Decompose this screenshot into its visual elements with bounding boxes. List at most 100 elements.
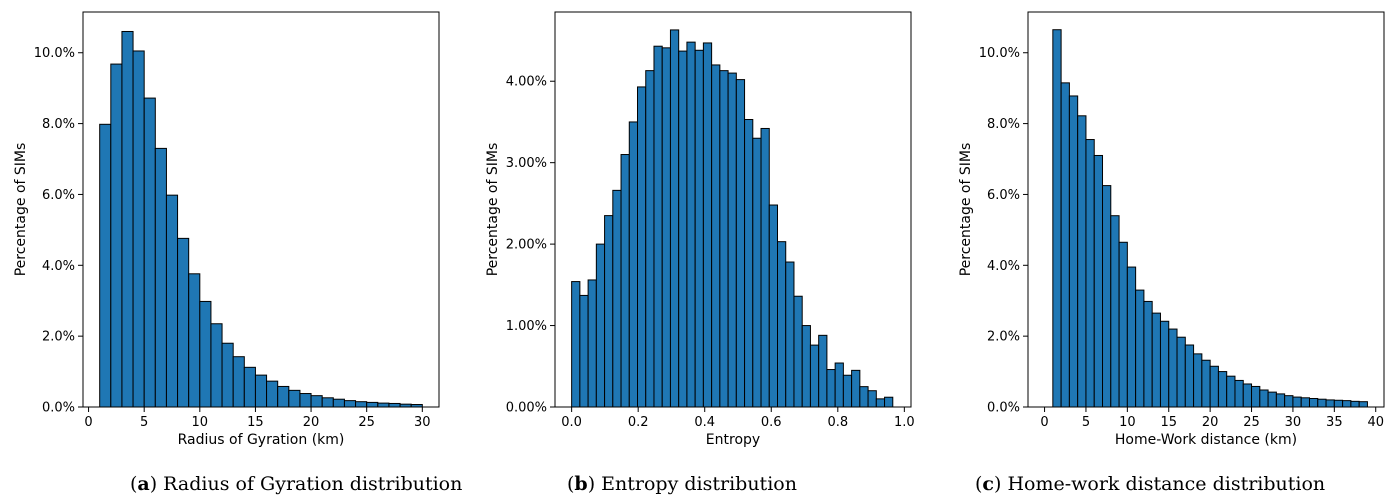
histogram-bar bbox=[859, 386, 869, 408]
histogram-bar bbox=[628, 121, 639, 408]
x-tick-label: 10 bbox=[192, 415, 209, 430]
histogram-bar bbox=[1193, 353, 1203, 408]
y-axis-label: Percentage of SIMs bbox=[13, 143, 29, 277]
y-tick-label: 0.0% bbox=[987, 401, 1020, 416]
axes-frame bbox=[82, 11, 440, 408]
histogram-bar bbox=[221, 342, 234, 408]
x-tick-label: 0.4 bbox=[694, 415, 715, 430]
histogram-bar bbox=[310, 395, 323, 408]
histogram-bar bbox=[1267, 391, 1277, 408]
histogram-bar bbox=[210, 323, 223, 408]
histogram-bar bbox=[1325, 399, 1335, 408]
panel-caption-text: ) Entropy distribution bbox=[588, 473, 797, 495]
histogram-bar bbox=[1292, 396, 1302, 408]
histogram-bar bbox=[595, 243, 606, 408]
x-tick-label: 0.0 bbox=[561, 415, 582, 430]
histogram-bar bbox=[669, 29, 680, 408]
histogram-bar bbox=[1118, 241, 1128, 408]
panel-caption: (c) Home-work distance distribution bbox=[975, 473, 1325, 495]
histogram-bar bbox=[571, 281, 581, 408]
x-tick-label: 1.0 bbox=[894, 415, 915, 430]
axes-frame bbox=[554, 11, 912, 408]
histogram-bar bbox=[1300, 397, 1310, 408]
panel-caption-text: ) Home-work distance distribution bbox=[994, 473, 1325, 495]
x-axis-label: Home-Work distance (km) bbox=[1115, 432, 1297, 448]
histogram-bar bbox=[343, 400, 357, 408]
histogram-bar bbox=[678, 50, 688, 408]
histogram-bar bbox=[604, 215, 614, 408]
x-tick-label: 20 bbox=[1202, 415, 1219, 430]
y-tick-label: 6.0% bbox=[42, 188, 75, 203]
x-tick-label: 15 bbox=[1160, 415, 1177, 430]
panel-caption-letter: c bbox=[982, 473, 994, 495]
axes-frame bbox=[1027, 11, 1385, 408]
histogram-bar bbox=[1201, 359, 1211, 408]
y-axis-label: Percentage of SIMs bbox=[485, 143, 501, 277]
histogram-bar bbox=[288, 389, 301, 408]
histogram-bar bbox=[744, 119, 754, 408]
y-tick-label: 6.0% bbox=[987, 188, 1020, 203]
histogram-bar bbox=[1110, 215, 1120, 408]
histogram-bar bbox=[1159, 320, 1170, 408]
histogram-bar bbox=[199, 300, 212, 408]
panel-caption-text: ) Radius of Gyration distribution bbox=[150, 473, 463, 495]
histogram-bar bbox=[1209, 365, 1219, 408]
histogram-bar bbox=[653, 45, 663, 408]
histogram-bar bbox=[1284, 395, 1294, 408]
histogram-bar bbox=[332, 398, 345, 408]
histogram-bar bbox=[243, 366, 256, 408]
x-tick-label: 20 bbox=[303, 415, 320, 430]
histogram-bar bbox=[1242, 383, 1253, 408]
y-tick-label: 0.00% bbox=[506, 401, 547, 416]
x-axis-label: Entropy bbox=[706, 432, 760, 448]
histogram-bar bbox=[867, 390, 877, 408]
histogram-bar bbox=[612, 189, 622, 408]
x-tick-label: 0 bbox=[84, 415, 92, 430]
y-axis-label: Percentage of SIMs bbox=[958, 143, 974, 277]
histogram-bar bbox=[579, 294, 589, 408]
y-tick-label: 2.0% bbox=[987, 330, 1020, 345]
x-tick-label: 0.6 bbox=[761, 415, 782, 430]
histogram-bar bbox=[1275, 393, 1286, 408]
x-tick-label: 15 bbox=[247, 415, 264, 430]
histogram-bar bbox=[188, 273, 201, 408]
histogram-bar bbox=[321, 397, 334, 408]
histogram-bar bbox=[637, 86, 647, 408]
histogram-bar bbox=[1317, 398, 1327, 408]
histogram-bar bbox=[299, 393, 312, 408]
histogram-bar bbox=[1060, 82, 1070, 408]
x-tick-label: 40 bbox=[1367, 415, 1384, 430]
histogram-bar bbox=[842, 374, 853, 408]
y-tick-label: 8.0% bbox=[987, 117, 1020, 132]
histogram-bar bbox=[1052, 29, 1062, 408]
y-tick-label: 10.0% bbox=[979, 46, 1020, 61]
histogram-bar bbox=[1176, 336, 1186, 408]
histogram-bar bbox=[177, 237, 190, 408]
histogram-bar bbox=[1333, 399, 1344, 408]
histogram-bar bbox=[1358, 401, 1368, 408]
histogram-bar bbox=[377, 402, 390, 408]
histogram-bar bbox=[99, 123, 112, 408]
histogram-bar bbox=[277, 385, 290, 408]
histogram-bar bbox=[388, 402, 401, 408]
histogram-bar bbox=[735, 79, 746, 408]
histogram-bar bbox=[132, 50, 145, 408]
histogram-bar bbox=[1217, 371, 1228, 408]
y-tick-label: 0.0% bbox=[42, 401, 75, 416]
histogram-bar bbox=[110, 63, 123, 408]
histogram-bar bbox=[1234, 379, 1244, 408]
x-tick-label: 25 bbox=[358, 415, 375, 430]
panel-caption-letter: b bbox=[574, 473, 587, 495]
histogram-bar bbox=[355, 401, 368, 408]
histogram-bar bbox=[143, 97, 156, 408]
x-tick-label: 25 bbox=[1243, 415, 1260, 430]
histogram-bar bbox=[694, 49, 704, 408]
y-tick-label: 2.00% bbox=[506, 238, 547, 253]
histogram-bar bbox=[875, 398, 886, 408]
x-axis-label: Radius of Gyration (km) bbox=[178, 432, 345, 448]
chart-panel-1: 0 5 10 15 20 25 30 0.0% 2.0% 4.0% 6.0% 8.0% 10.0% Rad… bbox=[13, 11, 463, 495]
histogram-bar bbox=[645, 70, 655, 408]
histogram-bar bbox=[1342, 400, 1352, 408]
histogram-bar bbox=[1093, 154, 1104, 408]
